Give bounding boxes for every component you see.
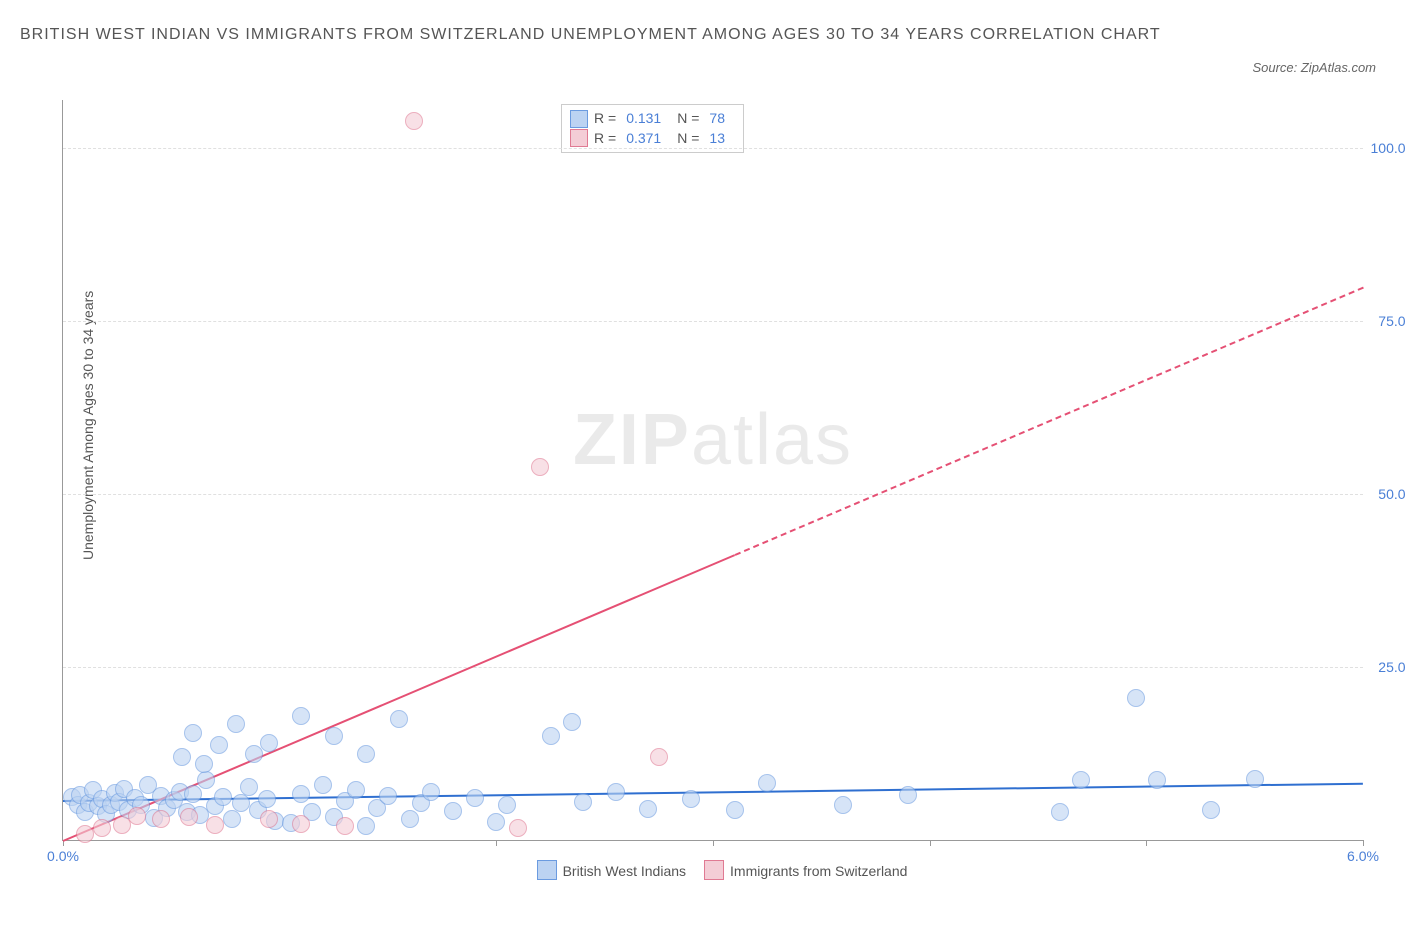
n-value: 78 bbox=[705, 109, 735, 129]
data-point bbox=[682, 790, 700, 808]
data-point bbox=[260, 810, 278, 828]
series-swatch bbox=[570, 129, 588, 147]
trend-line bbox=[734, 287, 1363, 556]
source-attribution: Source: ZipAtlas.com bbox=[1252, 60, 1376, 75]
x-tick bbox=[713, 840, 714, 846]
data-point bbox=[210, 736, 228, 754]
legend-swatch bbox=[704, 860, 724, 880]
y-tick-label: 75.0% bbox=[1378, 313, 1406, 329]
x-tick bbox=[930, 840, 931, 846]
data-point bbox=[563, 713, 581, 731]
y-tick-label: 50.0% bbox=[1378, 486, 1406, 502]
data-point bbox=[758, 774, 776, 792]
x-tick bbox=[1363, 840, 1364, 846]
grid-line bbox=[63, 667, 1363, 668]
data-point bbox=[214, 788, 232, 806]
data-point bbox=[184, 785, 202, 803]
data-point bbox=[650, 748, 668, 766]
data-point bbox=[726, 801, 744, 819]
r-value: 0.131 bbox=[622, 109, 671, 129]
grid-line bbox=[63, 494, 1363, 495]
grid-line bbox=[63, 321, 1363, 322]
data-point bbox=[390, 710, 408, 728]
r-value: 0.371 bbox=[622, 129, 671, 149]
data-point bbox=[574, 793, 592, 811]
data-point bbox=[487, 813, 505, 831]
data-point bbox=[336, 817, 354, 835]
data-point bbox=[607, 783, 625, 801]
data-point bbox=[401, 810, 419, 828]
data-point bbox=[206, 816, 224, 834]
data-point bbox=[444, 802, 462, 820]
data-point bbox=[1127, 689, 1145, 707]
x-tick-label: 0.0% bbox=[47, 848, 79, 864]
data-point bbox=[195, 755, 213, 773]
bottom-legend: British West Indians Immigrants from Swit… bbox=[63, 860, 1363, 880]
r-label: R = bbox=[594, 109, 616, 129]
data-point bbox=[347, 781, 365, 799]
data-point bbox=[292, 707, 310, 725]
data-point bbox=[292, 785, 310, 803]
data-point bbox=[184, 724, 202, 742]
data-point bbox=[834, 796, 852, 814]
data-point bbox=[1072, 771, 1090, 789]
data-point bbox=[325, 727, 343, 745]
data-point bbox=[379, 787, 397, 805]
data-point bbox=[152, 810, 170, 828]
data-point bbox=[899, 786, 917, 804]
data-point bbox=[128, 807, 146, 825]
watermark: ZIPatlas bbox=[573, 399, 853, 481]
n-label: N = bbox=[677, 129, 699, 149]
grid-line bbox=[63, 148, 1363, 149]
data-point bbox=[258, 790, 276, 808]
x-tick-label: 6.0% bbox=[1347, 848, 1379, 864]
data-point bbox=[93, 819, 111, 837]
data-point bbox=[422, 783, 440, 801]
x-tick bbox=[496, 840, 497, 846]
data-point bbox=[542, 727, 560, 745]
data-point bbox=[240, 778, 258, 796]
data-point bbox=[173, 748, 191, 766]
data-point bbox=[357, 745, 375, 763]
data-point bbox=[292, 815, 310, 833]
data-point bbox=[509, 819, 527, 837]
data-point bbox=[1148, 771, 1166, 789]
legend-swatch bbox=[537, 860, 557, 880]
stats-row: R = 0.131 N = 78 bbox=[570, 109, 735, 129]
legend-label: Immigrants from Switzerland bbox=[730, 863, 907, 879]
plot-region: ZIPatlas R =0.131N =78R =0.371N =13 Brit… bbox=[62, 100, 1363, 841]
watermark-bold: ZIP bbox=[573, 400, 691, 480]
data-point bbox=[498, 796, 516, 814]
r-label: R = bbox=[594, 129, 616, 149]
stats-row: R = 0.371 N = 13 bbox=[570, 129, 735, 149]
data-point bbox=[227, 715, 245, 733]
data-point bbox=[197, 771, 215, 789]
data-point bbox=[531, 458, 549, 476]
data-point bbox=[223, 810, 241, 828]
data-point bbox=[76, 825, 94, 843]
data-point bbox=[314, 776, 332, 794]
y-tick-label: 100.0% bbox=[1371, 140, 1406, 156]
watermark-light: atlas bbox=[691, 400, 853, 480]
y-tick-label: 25.0% bbox=[1378, 659, 1406, 675]
data-point bbox=[1202, 801, 1220, 819]
stats-legend-box: R = 0.131 N = 78 R = 0.371 N = 13 bbox=[561, 104, 744, 153]
data-point bbox=[1246, 770, 1264, 788]
chart-area: Unemployment Among Ages 30 to 34 years Z… bbox=[62, 100, 1362, 880]
data-point bbox=[639, 800, 657, 818]
data-point bbox=[1051, 803, 1069, 821]
legend-label: British West Indians bbox=[563, 863, 686, 879]
data-point bbox=[405, 112, 423, 130]
chart-title: BRITISH WEST INDIAN VS IMMIGRANTS FROM S… bbox=[20, 22, 1226, 48]
x-tick bbox=[1146, 840, 1147, 846]
n-label: N = bbox=[677, 109, 699, 129]
series-swatch bbox=[570, 110, 588, 128]
data-point bbox=[357, 817, 375, 835]
data-point bbox=[180, 808, 198, 826]
n-value: 13 bbox=[705, 129, 735, 149]
data-point bbox=[260, 734, 278, 752]
data-point bbox=[466, 789, 484, 807]
